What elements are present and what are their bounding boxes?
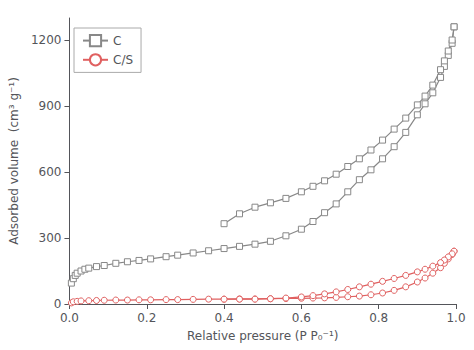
svg-text:0: 0: [54, 297, 62, 311]
svg-text:600: 600: [39, 165, 62, 179]
svg-text:0.6: 0.6: [292, 311, 311, 325]
svg-text:C: C: [113, 34, 121, 48]
svg-text:Adsorbed volume (cm³ g⁻¹): Adsorbed volume (cm³ g⁻¹): [7, 77, 21, 245]
svg-text:1200: 1200: [31, 33, 62, 47]
svg-text:0.2: 0.2: [137, 311, 156, 325]
svg-text:900: 900: [39, 99, 62, 113]
svg-text:0.8: 0.8: [369, 311, 388, 325]
svg-text:C/S: C/S: [113, 53, 133, 67]
svg-text:1.0: 1.0: [446, 311, 465, 325]
svg-text:300: 300: [39, 231, 62, 245]
svg-text:Relative pressure (P P₀⁻¹): Relative pressure (P P₀⁻¹): [187, 329, 338, 343]
svg-text:0.4: 0.4: [215, 311, 234, 325]
svg-text:0.0: 0.0: [60, 311, 79, 325]
